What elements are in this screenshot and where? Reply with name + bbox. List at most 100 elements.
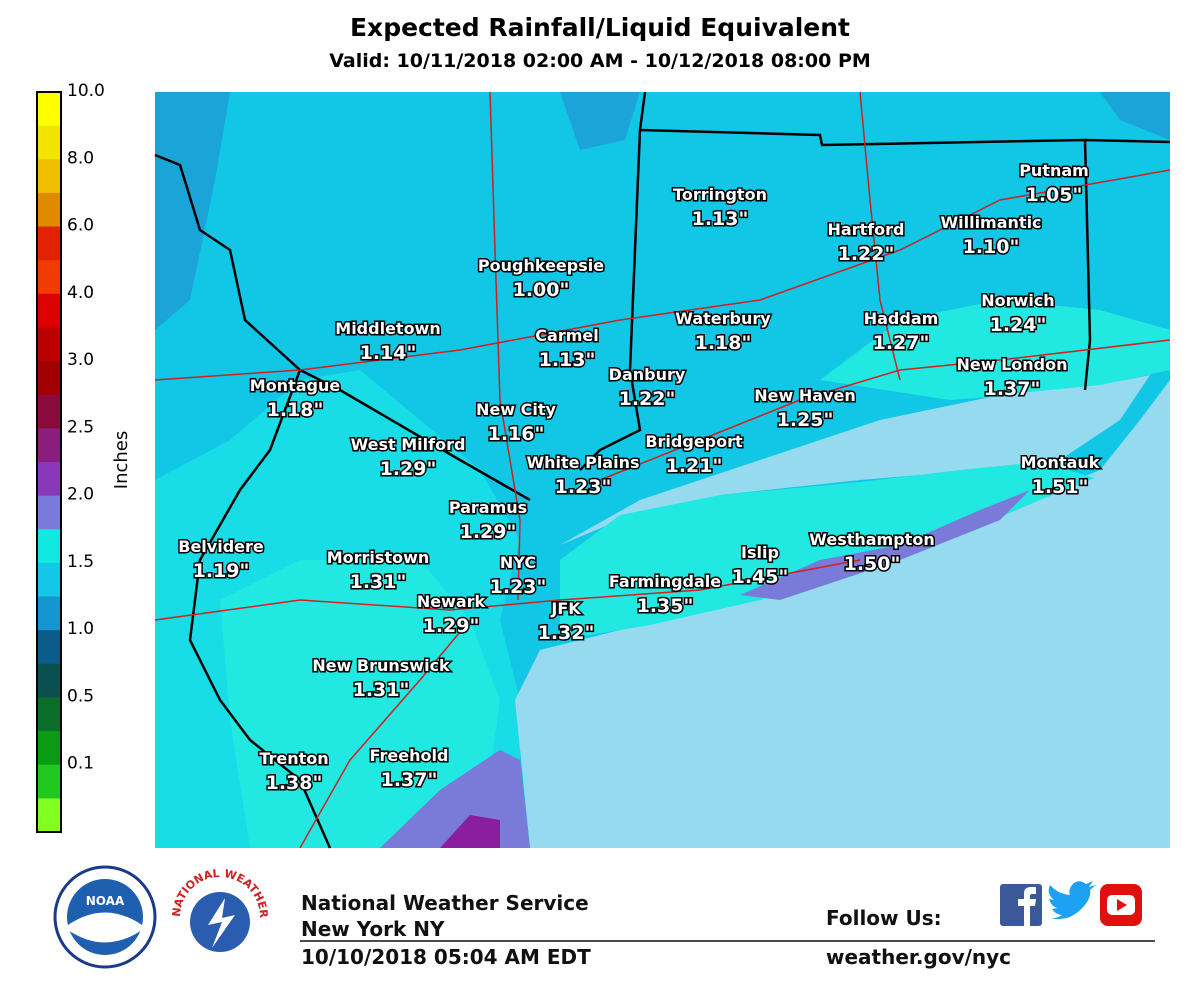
legend-swatch bbox=[37, 92, 61, 127]
city-name: Poughkeepsie bbox=[478, 256, 604, 275]
highway bbox=[489, 91, 521, 601]
youtube-play bbox=[1117, 899, 1127, 911]
legend-swatch bbox=[37, 562, 61, 598]
low-area bbox=[560, 92, 1170, 150]
highway bbox=[599, 339, 1171, 481]
city-name: Belvidere bbox=[178, 537, 264, 556]
state-border bbox=[579, 91, 647, 471]
legend-swatch bbox=[37, 159, 61, 194]
legend-swatch bbox=[37, 630, 61, 665]
legend-frame bbox=[36, 91, 62, 833]
legend-swatch bbox=[37, 495, 61, 530]
city-name: Westhampton bbox=[809, 530, 934, 549]
follow: Follow Us: bbox=[826, 906, 942, 930]
legend-tick-label: 8.0 bbox=[67, 148, 94, 168]
city-amount: 1.31" bbox=[353, 679, 410, 701]
legend-swatch bbox=[37, 764, 61, 799]
city-amount: 1.18" bbox=[695, 332, 752, 354]
city-name: Trenton bbox=[259, 749, 328, 768]
long-island-sound bbox=[560, 375, 1150, 545]
legend-swatch bbox=[37, 731, 61, 766]
wet-area bbox=[820, 300, 1170, 400]
city-name: Hartford bbox=[827, 220, 904, 239]
legend-swatch bbox=[37, 428, 61, 463]
legend-swatch bbox=[37, 327, 61, 362]
city-amount: 1.37" bbox=[984, 378, 1041, 400]
city-amount: 1.35" bbox=[637, 595, 694, 617]
social-icons bbox=[1000, 881, 1142, 926]
city-name: Danbury bbox=[609, 365, 686, 384]
legend-tick-label: 1.5 bbox=[67, 552, 94, 572]
legend-swatch bbox=[37, 260, 61, 295]
city-name: Middletown bbox=[335, 319, 440, 338]
city-amount: 1.13" bbox=[539, 349, 596, 371]
city-amount: 1.16" bbox=[488, 423, 545, 445]
city-name: New City bbox=[476, 400, 556, 419]
legend-tick-label: 0.1 bbox=[67, 754, 94, 774]
legend-tick-label: 1.0 bbox=[67, 619, 94, 639]
legend-swatch bbox=[37, 529, 61, 564]
city-amount: 1.32" bbox=[538, 622, 595, 644]
city-amount: 1.25" bbox=[777, 409, 834, 431]
city-amount: 1.22" bbox=[619, 388, 676, 410]
twitter-icon[interactable] bbox=[1048, 881, 1096, 920]
legend-swatch bbox=[37, 462, 61, 497]
legend-swatch bbox=[37, 663, 61, 698]
city-name: Torrington bbox=[673, 185, 767, 204]
city-name: Montauk bbox=[1021, 453, 1100, 472]
city-amount: 1.00" bbox=[513, 279, 570, 301]
legend-tick-label: 4.0 bbox=[67, 283, 94, 303]
long-island bbox=[560, 462, 1095, 640]
city-name: Montague bbox=[250, 376, 341, 395]
legend-swatch bbox=[37, 361, 61, 396]
city-labels: Putnam 1.05" Torrington 1.13" Hartford 1.22" W… bbox=[177, 160, 1102, 796]
city-name: Islip bbox=[741, 543, 779, 562]
legend-swatch bbox=[37, 192, 61, 228]
city-amount: 1.13" bbox=[692, 208, 749, 230]
city-name: Morristown bbox=[327, 548, 430, 567]
city-amount: 1.29" bbox=[460, 521, 517, 543]
office: National Weather Service bbox=[301, 891, 589, 915]
map bbox=[154, 91, 1171, 849]
legend-tick-label: 10.0 bbox=[67, 81, 105, 101]
city-amount: 1.10" bbox=[963, 236, 1020, 258]
legend-axis-label: Inches bbox=[111, 431, 132, 489]
city-amount: 1.22" bbox=[838, 243, 895, 265]
city-name: Farmingdale bbox=[609, 572, 721, 591]
city-name: Freehold bbox=[370, 746, 449, 765]
city-name: Willimantic bbox=[940, 213, 1041, 232]
legend-swatch bbox=[37, 394, 61, 429]
highway bbox=[154, 169, 1171, 381]
city-name: Waterbury bbox=[675, 309, 771, 328]
legend-swatch bbox=[37, 798, 61, 833]
city-name: Bridgeport bbox=[645, 432, 743, 451]
city-name: Putnam bbox=[1019, 161, 1089, 180]
city-amount: 1.37" bbox=[381, 769, 438, 791]
location: New York NY bbox=[301, 917, 445, 941]
city-amount: 1.38" bbox=[266, 772, 323, 794]
city-amount: 1.29" bbox=[380, 458, 437, 480]
city-name: Norwich bbox=[981, 291, 1054, 310]
city-amount: 1.45" bbox=[732, 566, 789, 588]
url[interactable]: weather.gov/nyc bbox=[826, 945, 1011, 969]
legend-tick-label: 3.0 bbox=[67, 350, 94, 370]
legend-tick-label: 2.5 bbox=[67, 417, 94, 437]
legend-tick-label: 0.5 bbox=[67, 686, 94, 706]
legend-swatch bbox=[37, 226, 61, 261]
city-amount: 1.27" bbox=[873, 332, 930, 354]
title: Expected Rainfall/Liquid Equivalent bbox=[350, 13, 850, 42]
facebook-glyph bbox=[1018, 887, 1036, 926]
city-amount: 1.14" bbox=[360, 342, 417, 364]
noaa-logo: NOAA bbox=[53, 865, 157, 969]
city-amount: 1.29" bbox=[423, 615, 480, 637]
city-amount: 1.19" bbox=[193, 560, 250, 582]
highway bbox=[859, 91, 901, 381]
legend-swatch bbox=[37, 697, 61, 732]
city-name: Paramus bbox=[449, 498, 527, 517]
city-name: Carmel bbox=[535, 326, 598, 345]
city-amount: 1.50" bbox=[844, 553, 901, 575]
city-amount: 1.05" bbox=[1026, 184, 1083, 206]
legend-swatch bbox=[37, 293, 61, 328]
highway bbox=[154, 559, 861, 621]
